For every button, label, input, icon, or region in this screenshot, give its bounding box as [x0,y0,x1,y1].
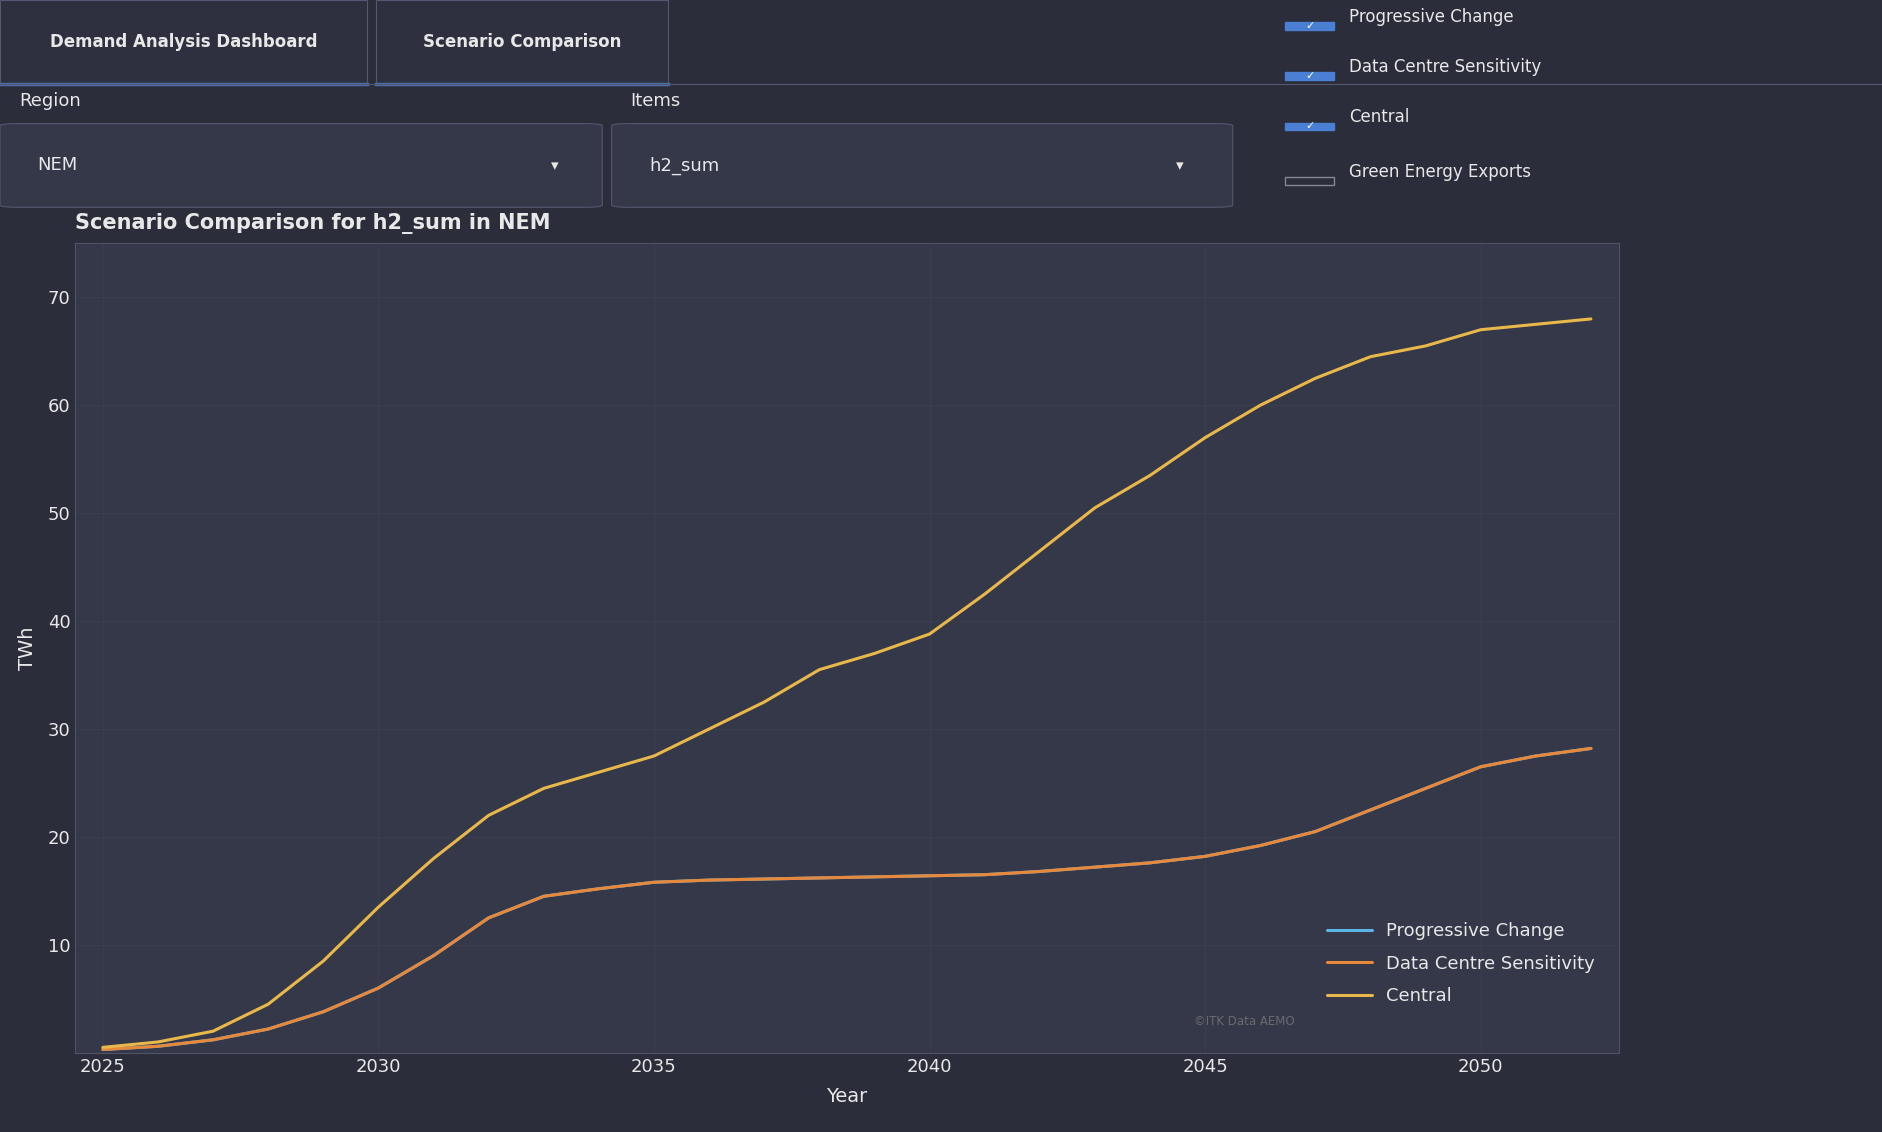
Text: ✓: ✓ [1306,20,1314,31]
Text: Scenario Comparison for h2_sum in NEM: Scenario Comparison for h2_sum in NEM [75,214,551,234]
Text: ▾: ▾ [551,158,559,173]
Y-axis label: TWh: TWh [17,626,36,670]
FancyBboxPatch shape [1285,22,1334,29]
Text: ▾: ▾ [1176,158,1184,173]
FancyBboxPatch shape [612,123,1233,207]
FancyBboxPatch shape [1285,72,1334,80]
Text: Progressive Change: Progressive Change [1349,8,1513,26]
Legend: Progressive Change, Data Centre Sensitivity, Central: Progressive Change, Data Centre Sensitiv… [1312,908,1609,1020]
FancyBboxPatch shape [376,0,668,84]
Text: ✓: ✓ [1306,121,1314,131]
Text: Items: Items [630,92,681,110]
Text: Demand Analysis Dashboard: Demand Analysis Dashboard [49,33,318,51]
FancyBboxPatch shape [0,123,602,207]
Text: h2_sum: h2_sum [649,156,719,174]
Text: ✓: ✓ [1306,71,1314,82]
Text: ©ITK Data AEMO: ©ITK Data AEMO [1193,1015,1295,1029]
Text: NEM: NEM [38,156,77,174]
FancyBboxPatch shape [1285,122,1334,130]
X-axis label: Year: Year [826,1087,868,1106]
FancyBboxPatch shape [0,0,367,84]
Text: Green Energy Exports: Green Energy Exports [1349,163,1532,181]
Text: Data Centre Sensitivity: Data Centre Sensitivity [1349,58,1541,76]
Text: Scenario Comparison: Scenario Comparison [423,33,621,51]
Text: Central: Central [1349,109,1410,127]
Text: Region: Region [19,92,81,110]
